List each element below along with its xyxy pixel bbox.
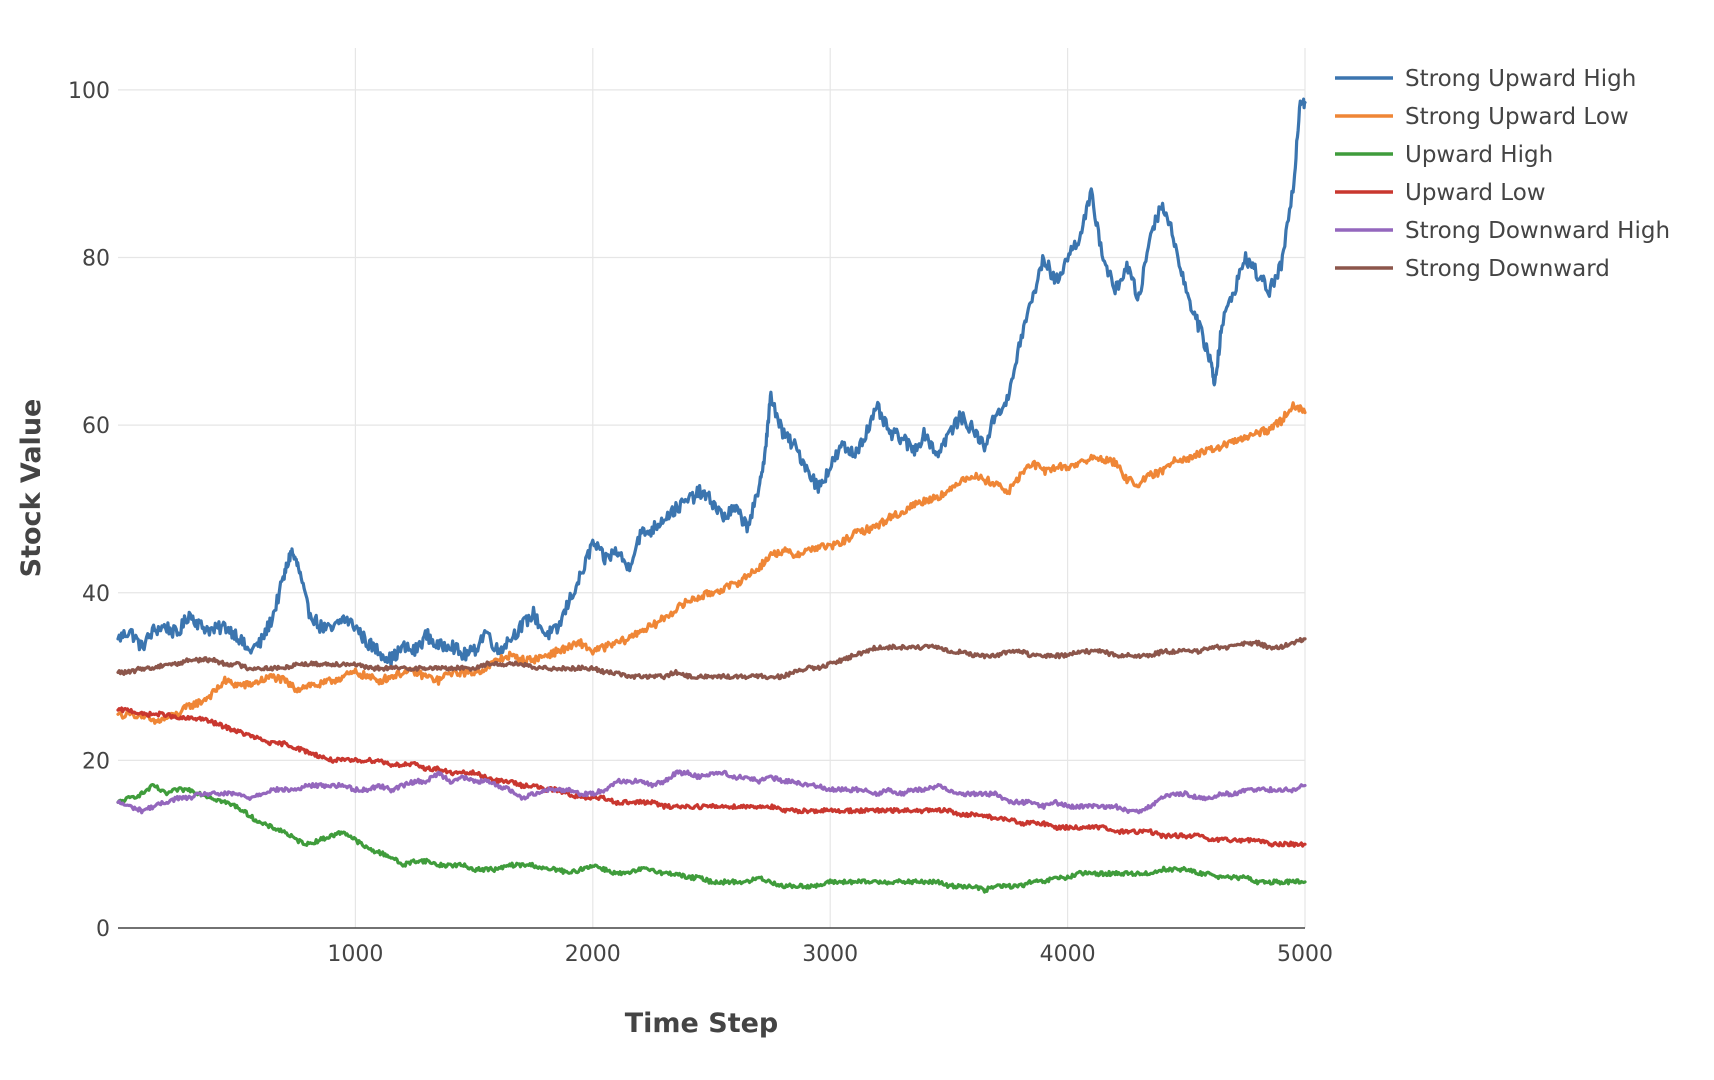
legend-item[interactable]: Strong Upward High bbox=[1335, 66, 1636, 92]
legend-item[interactable]: Strong Downward High bbox=[1335, 218, 1670, 244]
legend: Strong Upward High Strong Upward Low Upwar… bbox=[1335, 66, 1670, 282]
legend-label: Strong Upward Low bbox=[1405, 104, 1629, 130]
y-tick-label: 80 bbox=[82, 247, 110, 272]
legend-label: Strong Upward High bbox=[1405, 66, 1636, 92]
series-line-strong-upward-high bbox=[116, 97, 1307, 668]
x-tick-label: 4000 bbox=[1040, 942, 1096, 967]
legend-label: Upward High bbox=[1405, 142, 1553, 168]
legend-item[interactable]: Upward High bbox=[1335, 142, 1553, 168]
x-tick-label: 3000 bbox=[802, 942, 858, 967]
y-tick-label: 100 bbox=[68, 79, 110, 104]
x-tick-label: 5000 bbox=[1277, 942, 1333, 967]
legend-label: Strong Downward High bbox=[1405, 218, 1670, 244]
y-tick-label: 40 bbox=[82, 582, 110, 607]
series-layer bbox=[116, 97, 1307, 894]
x-tick-label: 1000 bbox=[327, 942, 383, 967]
series-line-strong-downward bbox=[116, 637, 1307, 681]
y-axis-title: Stock Value bbox=[16, 399, 47, 578]
y-tick-label: 60 bbox=[82, 414, 110, 439]
legend-label: Strong Downward bbox=[1405, 256, 1610, 282]
series-line-upward-low bbox=[116, 706, 1307, 848]
axis-layer: 0 20 40 60 80 100 1000 2000 3000 4000 5000 bbox=[68, 79, 1333, 967]
y-tick-label: 20 bbox=[82, 749, 110, 774]
series-line-strong-downward-high bbox=[116, 769, 1307, 815]
legend-item[interactable]: Strong Upward Low bbox=[1335, 104, 1629, 130]
legend-label: Upward Low bbox=[1405, 180, 1546, 206]
legend-item[interactable]: Strong Downward bbox=[1335, 256, 1610, 282]
x-axis-title: Time Step bbox=[625, 1008, 779, 1039]
x-tick-label: 2000 bbox=[565, 942, 621, 967]
grid-layer bbox=[118, 48, 1306, 928]
legend-item[interactable]: Upward Low bbox=[1335, 180, 1546, 206]
series-line-upward-high bbox=[116, 783, 1307, 894]
y-tick-label: 0 bbox=[96, 917, 110, 942]
series-line-strong-upward-low bbox=[116, 401, 1307, 725]
